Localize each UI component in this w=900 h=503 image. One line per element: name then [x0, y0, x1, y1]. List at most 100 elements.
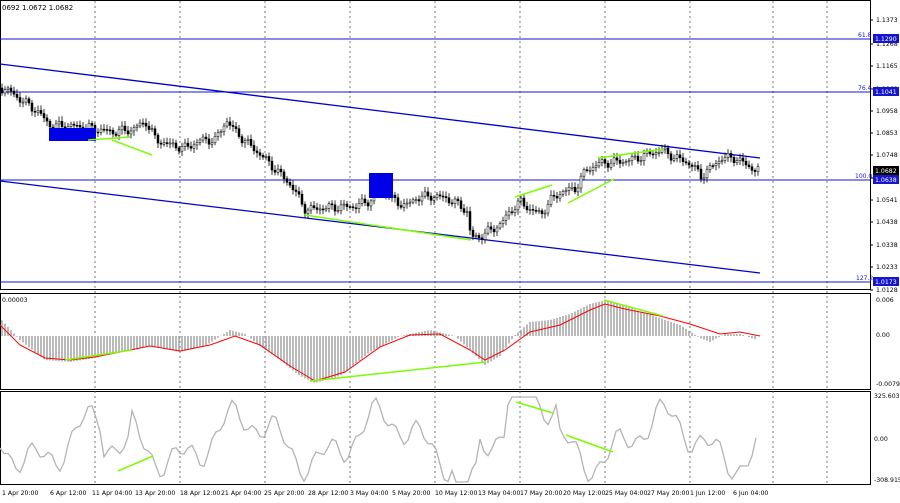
- candle-body: [363, 198, 367, 204]
- candle-body: [324, 208, 328, 211]
- candle-body: [633, 155, 637, 158]
- candle-body: [480, 237, 484, 240]
- candle-body: [486, 226, 490, 234]
- candle-body: [405, 202, 409, 205]
- candle-body: [69, 123, 73, 127]
- time-label: 17 May 20:00: [520, 490, 562, 497]
- candle-body: [258, 152, 262, 156]
- candle-body: [282, 171, 286, 179]
- candle-body: [204, 136, 208, 140]
- candle-body: [672, 158, 676, 161]
- macd-panel-frame: [0, 293, 871, 390]
- candle-body: [111, 130, 115, 135]
- candle-body: [756, 166, 760, 172]
- candle-body: [126, 130, 130, 135]
- candle-body: [399, 205, 403, 208]
- candle-body: [408, 201, 412, 204]
- price-label: 1.1373: [876, 17, 898, 24]
- candle-body: [99, 128, 103, 133]
- candle-body: [216, 132, 220, 137]
- candle-body: [558, 194, 562, 199]
- price-label: 1.0438: [876, 219, 898, 226]
- candle-body: [114, 133, 118, 136]
- candle-body: [174, 142, 178, 149]
- candle-body: [60, 121, 64, 128]
- candle-body: [6, 87, 10, 90]
- time-label: 27 May 20:00: [647, 490, 689, 497]
- candle-body: [96, 131, 100, 134]
- candle-body: [741, 157, 745, 162]
- candle-body: [327, 203, 331, 209]
- candle-body: [150, 128, 154, 130]
- candle-body: [597, 162, 601, 167]
- price-panel-frame: [0, 0, 871, 290]
- candle-body: [225, 121, 229, 127]
- candle-body: [303, 204, 307, 214]
- candle-body: [462, 208, 466, 213]
- candle-body: [255, 150, 259, 153]
- candle-body: [603, 159, 607, 164]
- candle-body: [636, 155, 640, 162]
- cci-axis-label: 0.00: [874, 436, 888, 443]
- candle-body: [276, 168, 280, 173]
- candle-body: [228, 121, 232, 126]
- fib-lines: [0, 38, 870, 283]
- macd-axis-label: 0.00: [876, 332, 890, 339]
- candle-body: [357, 203, 361, 209]
- candle-body: [285, 178, 289, 183]
- time-label: 13 Apr 20:00: [135, 490, 175, 497]
- candle-body: [585, 169, 589, 171]
- candle-body: [594, 165, 598, 168]
- candle-body: [9, 87, 13, 92]
- candle-body: [402, 203, 406, 208]
- candle-body: [72, 123, 76, 126]
- tag-0638: 1.0638: [875, 177, 897, 184]
- candle-body: [339, 204, 343, 211]
- candle-body: [42, 113, 46, 119]
- candle-body: [732, 157, 736, 163]
- candle-body: [489, 226, 493, 230]
- candle-body: [189, 146, 193, 149]
- candle-body: [750, 166, 754, 171]
- candle-body: [642, 153, 646, 161]
- candle-body: [666, 147, 670, 154]
- candle-body: [702, 177, 706, 180]
- candle-body: [144, 122, 148, 127]
- candle-body: [423, 191, 427, 197]
- candle-body: [615, 157, 619, 161]
- candle-body: [147, 125, 151, 130]
- candle-body: [117, 129, 121, 136]
- candle-body: [441, 195, 445, 198]
- candle-body: [456, 198, 460, 201]
- candle-body: [687, 162, 691, 166]
- candle-body: [141, 122, 145, 125]
- price-label: 1.0958: [876, 108, 898, 115]
- candle-body: [447, 197, 451, 204]
- candle-body: [618, 159, 622, 164]
- candle-body: [18, 97, 22, 103]
- candle-body: [261, 155, 265, 158]
- candle-body: [102, 128, 106, 131]
- candle-body: [153, 128, 157, 136]
- ohlc-readout: 0692 1.0672 1.0682: [2, 4, 73, 12]
- candle-body: [135, 125, 139, 128]
- candle-body: [525, 205, 529, 211]
- price-candles: [0, 83, 760, 245]
- candle-body: [639, 160, 643, 162]
- candle-body: [471, 229, 475, 237]
- time-label: 1 Apr 20:00: [2, 490, 38, 497]
- candle-body: [723, 157, 727, 161]
- candle-body: [369, 200, 373, 207]
- candle-body: [177, 147, 181, 152]
- candle-body: [273, 169, 277, 173]
- candle-body: [546, 204, 550, 214]
- cci-panel-frame: [0, 391, 871, 485]
- time-axis: 1 Apr 20:00 6 Apr 12:00 11 Apr 04:00 13 Apr…: [2, 490, 768, 497]
- time-label: 1 Jun 12:00: [690, 490, 725, 497]
- candle-body: [693, 165, 697, 167]
- candle-body: [315, 207, 319, 210]
- candle-body: [432, 197, 436, 201]
- candle-body: [264, 156, 268, 158]
- candle-body: [3, 89, 7, 94]
- fib-label-100: 100.0: [855, 173, 872, 180]
